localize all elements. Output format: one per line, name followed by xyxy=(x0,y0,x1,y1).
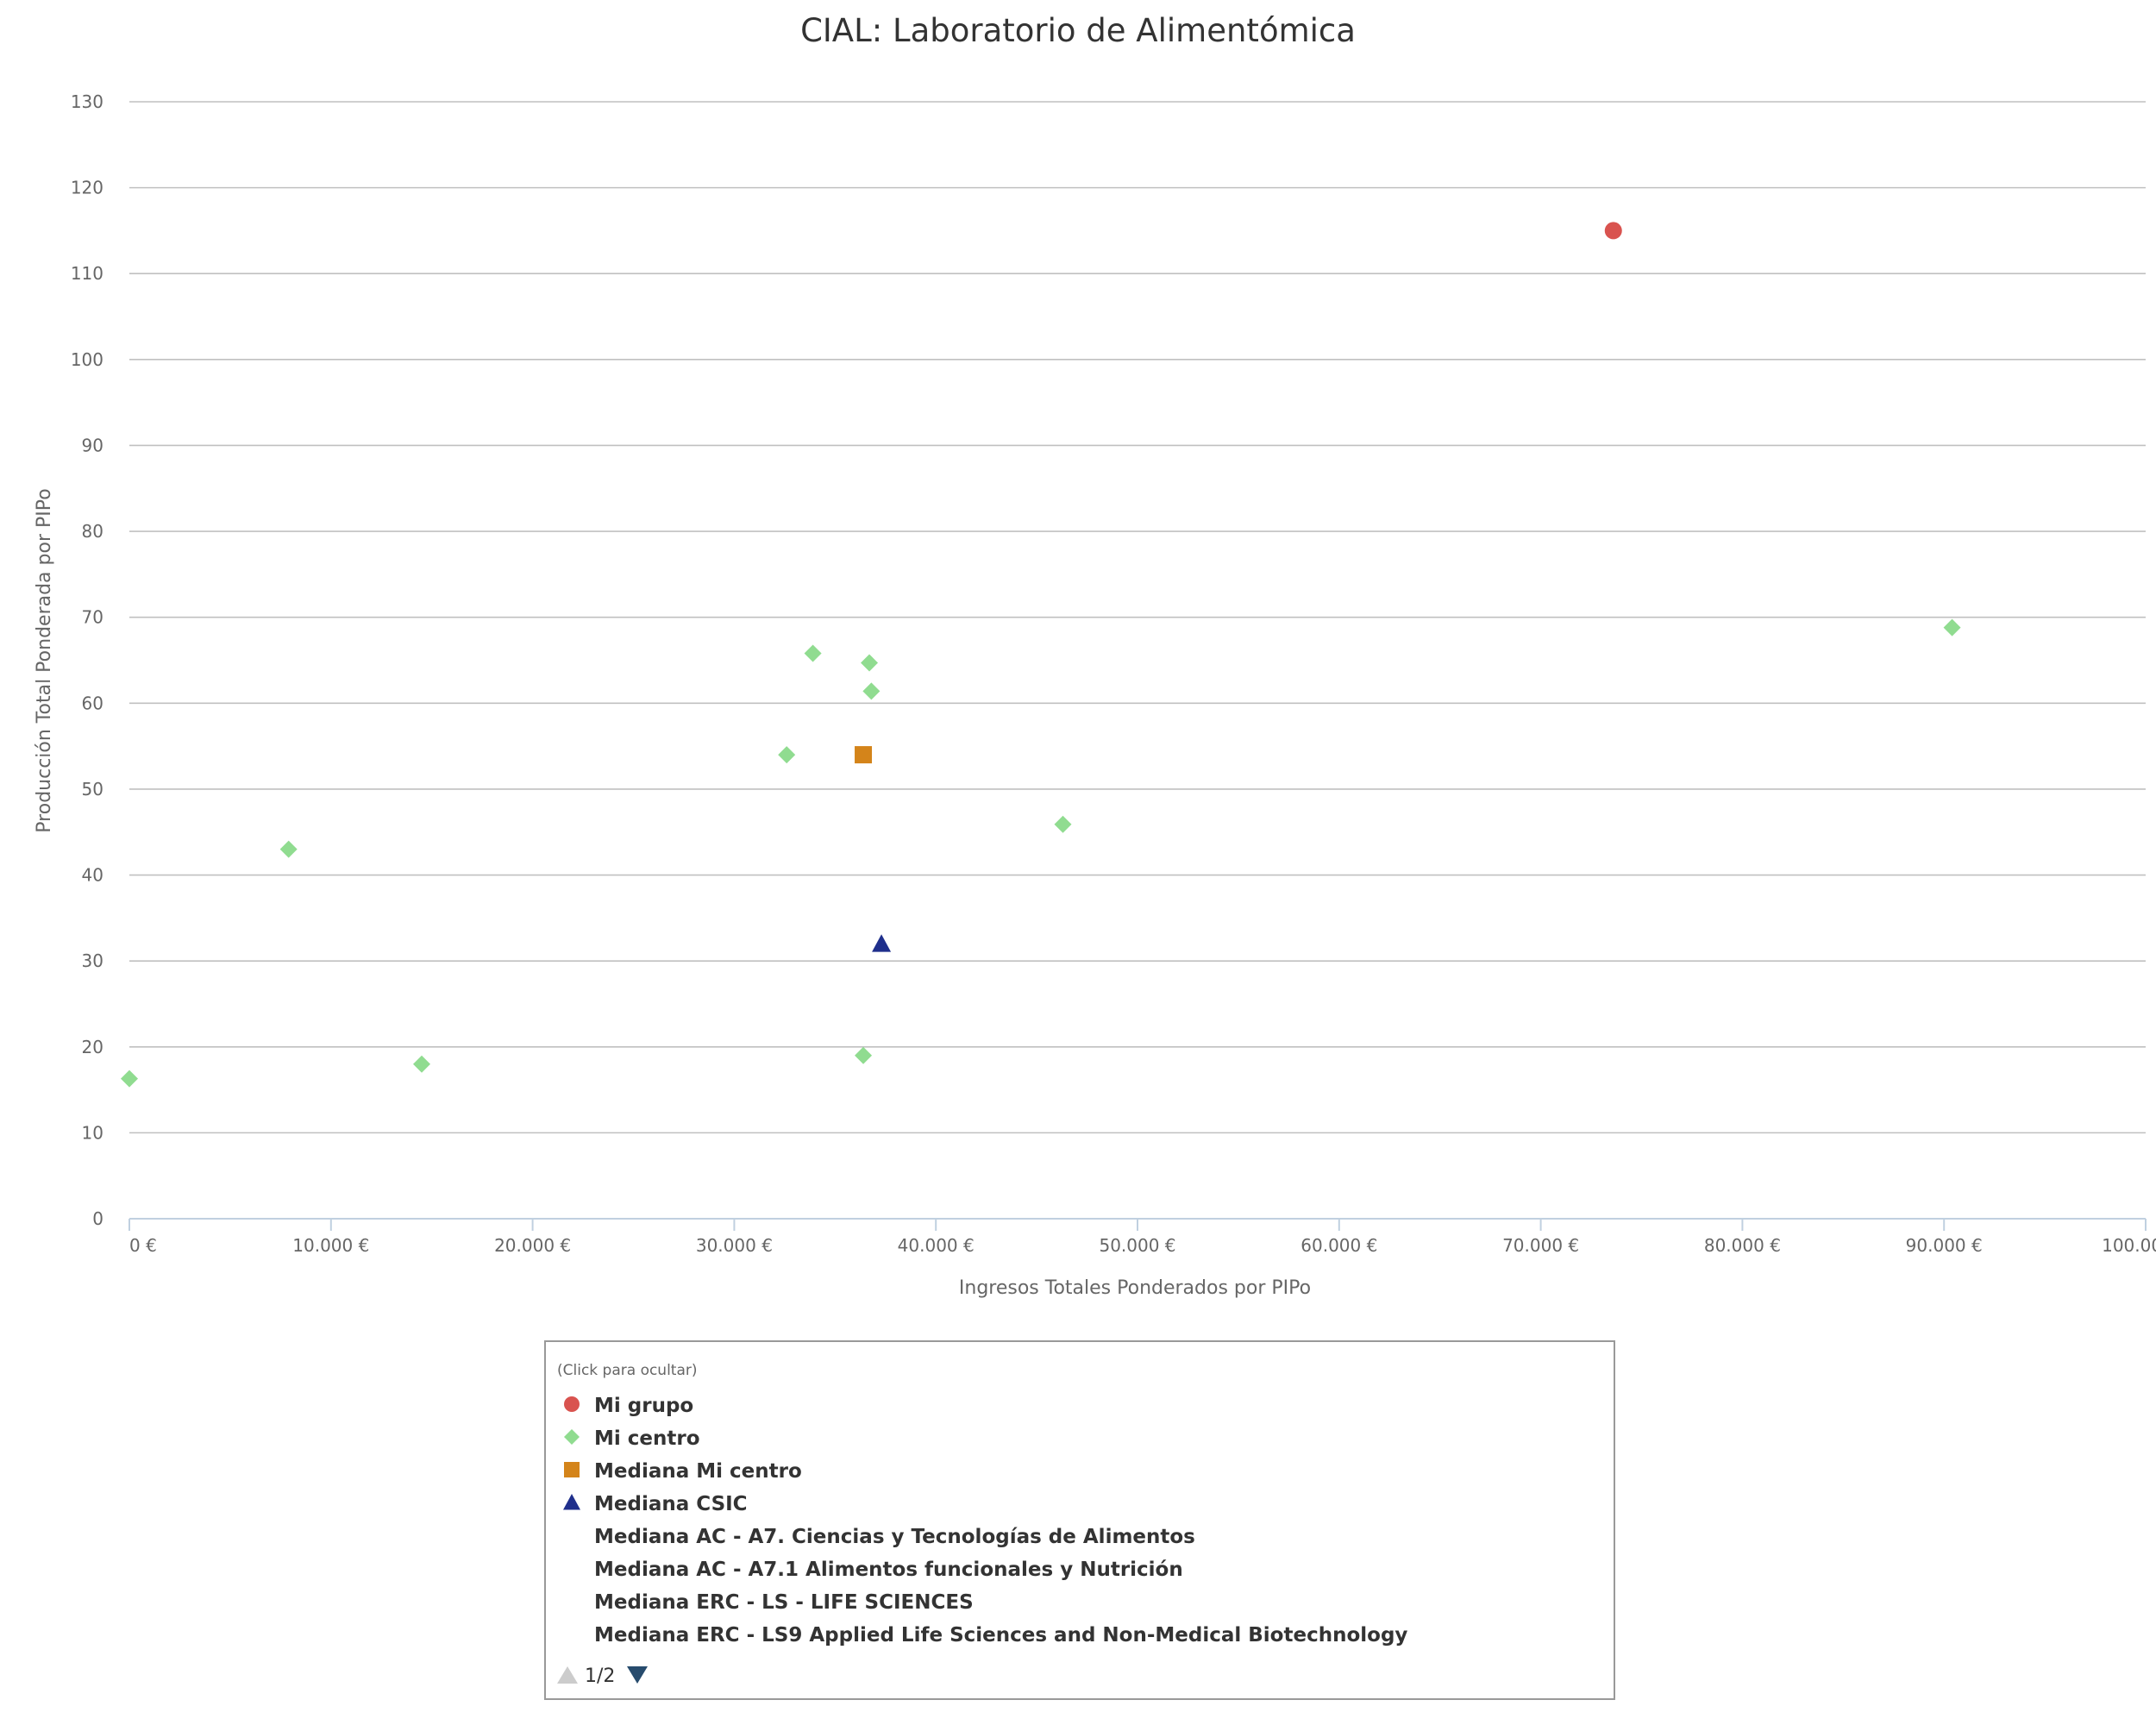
data-point[interactable] xyxy=(855,746,873,764)
y-tick-label: 0 xyxy=(92,1208,103,1229)
data-point[interactable] xyxy=(1943,618,1961,637)
legend-label: Mediana ERC - LS - LIFE SCIENCES xyxy=(594,1591,974,1614)
y-tick-label: 20 xyxy=(82,1037,103,1057)
x-tick-label: 0 € xyxy=(129,1235,157,1256)
triangle-up-icon[interactable] xyxy=(557,1666,578,1684)
data-point[interactable] xyxy=(861,654,879,672)
y-tick-label: 90 xyxy=(82,435,103,455)
grid-lines xyxy=(129,101,2146,1134)
data-point[interactable] xyxy=(855,1046,873,1064)
legend-marker xyxy=(564,1462,580,1477)
legend-navigation: 1/2 xyxy=(557,1665,648,1687)
legend-item[interactable]: Mi centro xyxy=(564,1427,700,1450)
x-tick-label: 30.000 € xyxy=(696,1235,773,1256)
y-tick-label: 40 xyxy=(82,865,103,886)
data-point[interactable] xyxy=(778,746,796,764)
data-point[interactable] xyxy=(872,934,892,952)
legend-label: Mediana CSIC xyxy=(594,1493,748,1515)
data-point[interactable] xyxy=(279,840,298,858)
x-tick-label: 40.000 € xyxy=(898,1235,975,1256)
legend-label: Mediana AC - A7.1 Alimentos funcionales … xyxy=(594,1559,1183,1581)
y-axis-title: Producción Total Ponderada por PIPo xyxy=(34,488,55,832)
legend-item[interactable]: Mediana AC - A7.1 Alimentos funcionales … xyxy=(594,1559,1183,1581)
legend-label: Mediana Mi centro xyxy=(594,1460,802,1483)
x-tick-label: 50.000 € xyxy=(1099,1235,1175,1256)
legend-item[interactable]: Mediana Mi centro xyxy=(564,1460,802,1483)
x-tick-label: 80.000 € xyxy=(1704,1235,1781,1256)
y-tick-label: 60 xyxy=(82,693,103,713)
y-tick-label: 110 xyxy=(71,263,103,284)
legend-items: Mi grupo Mi centro Mediana Mi centro Median… xyxy=(563,1395,1407,1647)
legend-label: Mediana AC - A7. Ciencias y Tecnologías … xyxy=(594,1526,1195,1548)
legend-hint[interactable]: (Click para ocultar) xyxy=(557,1362,698,1379)
legend-item[interactable]: Mi grupo xyxy=(564,1395,693,1417)
x-axis: 0 € 10.000 € 20.000 € 30.000 € 40.000 € 50.00… xyxy=(128,1218,2156,1256)
data-point[interactable] xyxy=(1604,222,1622,240)
y-tick-label: 50 xyxy=(82,779,103,800)
x-tick-label: 20.000 € xyxy=(494,1235,571,1256)
x-tick-label: 10.000 € xyxy=(292,1235,369,1256)
x-tick-label: 70.000 € xyxy=(1502,1235,1579,1256)
legend-item[interactable]: Mediana CSIC xyxy=(563,1493,748,1515)
chart-title: CIAL: Laboratorio de Alimentómica xyxy=(800,12,1356,49)
legend-item[interactable]: Mediana ERC - LS - LIFE SCIENCES xyxy=(594,1591,974,1614)
x-tick-label: 90.000 € xyxy=(1906,1235,1983,1256)
x-tick-label: 60.000 € xyxy=(1300,1235,1377,1256)
x-axis-title: Ingresos Totales Ponderados por PIPo xyxy=(959,1277,1311,1299)
data-point[interactable] xyxy=(804,644,822,662)
data-point[interactable] xyxy=(1054,815,1072,833)
triangle-down-icon[interactable] xyxy=(627,1666,648,1684)
data-points xyxy=(121,222,1961,1088)
y-tick-label: 120 xyxy=(71,178,103,198)
legend: (Click para ocultar) Mi grupo Mi centro Me… xyxy=(544,1340,1615,1700)
x-tick-label: 100.000 € xyxy=(2102,1235,2156,1256)
y-tick-label: 80 xyxy=(82,521,103,542)
legend-label: Mediana ERC - LS9 Applied Life Sciences … xyxy=(594,1624,1407,1647)
y-axis-tick-labels: 0 10 20 30 40 50 60 70 80 90 100 110 120 130 xyxy=(71,91,103,1229)
y-tick-label: 100 xyxy=(71,349,103,370)
legend-marker xyxy=(564,1396,580,1412)
legend-marker xyxy=(564,1429,580,1445)
data-point[interactable] xyxy=(862,682,881,700)
legend-box xyxy=(544,1340,1615,1700)
legend-label: Mi centro xyxy=(594,1427,700,1450)
y-tick-label: 70 xyxy=(82,607,103,628)
data-point[interactable] xyxy=(121,1070,138,1088)
data-point[interactable] xyxy=(413,1055,431,1073)
legend-page-indicator: 1/2 xyxy=(585,1665,615,1687)
legend-label: Mi grupo xyxy=(594,1395,693,1417)
legend-item[interactable]: Mediana ERC - LS9 Applied Life Sciences … xyxy=(594,1624,1407,1647)
legend-item[interactable]: Mediana AC - A7. Ciencias y Tecnologías … xyxy=(594,1526,1195,1548)
y-tick-label: 10 xyxy=(82,1122,103,1143)
legend-marker xyxy=(563,1494,580,1510)
y-tick-label: 30 xyxy=(82,950,103,971)
y-tick-label: 130 xyxy=(71,91,103,112)
